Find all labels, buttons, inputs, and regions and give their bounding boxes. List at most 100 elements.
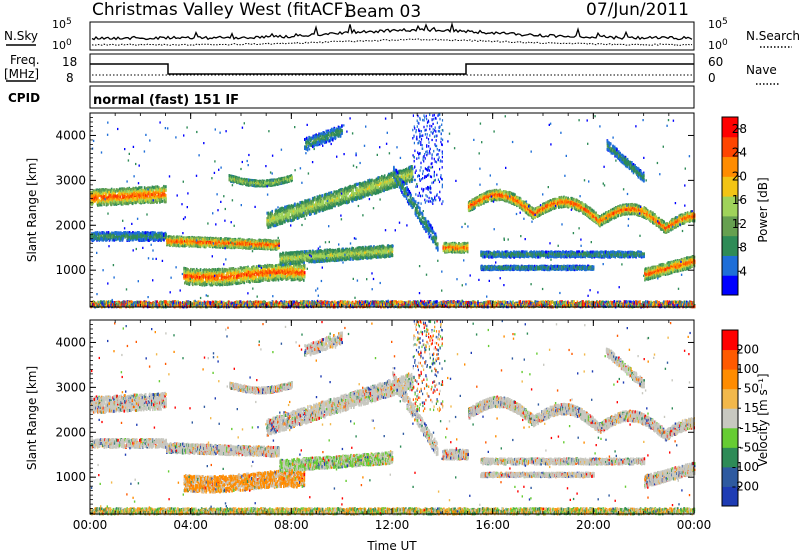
freq-label: Freq. bbox=[10, 53, 40, 67]
echo-cell bbox=[100, 191, 103, 195]
echo-cell bbox=[122, 236, 124, 240]
echo-cell bbox=[112, 191, 115, 195]
echo-cell bbox=[228, 282, 231, 286]
echo-cell bbox=[119, 198, 121, 202]
echo-cell bbox=[146, 194, 148, 198]
echo-cell bbox=[139, 193, 141, 197]
echo-cell bbox=[169, 243, 171, 247]
echo-cell bbox=[96, 188, 98, 192]
echo-cell bbox=[95, 191, 97, 194]
echo-cell bbox=[141, 189, 143, 193]
echo-cell bbox=[273, 264, 275, 268]
echo-cell bbox=[216, 243, 219, 247]
noise-y-top: 105 bbox=[52, 17, 72, 31]
echo-cell bbox=[99, 191, 102, 194]
echo-cell bbox=[113, 202, 115, 205]
echo-cell bbox=[142, 197, 145, 201]
echo-cell bbox=[243, 281, 246, 285]
echo-cell bbox=[117, 231, 119, 235]
echo-cell bbox=[136, 197, 139, 201]
echo-cell bbox=[215, 239, 217, 243]
echo-cell bbox=[232, 267, 235, 271]
echo-cell bbox=[158, 193, 160, 196]
echo-cell bbox=[138, 231, 140, 235]
echo-cell bbox=[157, 234, 160, 238]
echo-cell bbox=[99, 232, 102, 236]
echo-cell bbox=[100, 198, 103, 202]
echo-cell bbox=[196, 237, 199, 241]
power-scatter bbox=[90, 113, 696, 309]
echo-cell bbox=[186, 243, 189, 247]
cpid-frame bbox=[89, 85, 695, 109]
echo-cell bbox=[303, 278, 305, 282]
echo-cell bbox=[107, 233, 110, 237]
echo-cell bbox=[185, 240, 187, 244]
echo-cell bbox=[91, 233, 94, 237]
echo-cell bbox=[127, 235, 129, 239]
echo-cell bbox=[219, 268, 222, 272]
echo-cell bbox=[125, 232, 128, 236]
echo-cell bbox=[108, 199, 110, 203]
echo-cell bbox=[126, 195, 129, 199]
echo-cell bbox=[215, 237, 217, 241]
echo-cell bbox=[93, 237, 96, 241]
echo-cell bbox=[119, 201, 122, 205]
echo-cell bbox=[165, 233, 167, 237]
echo-cell bbox=[107, 237, 110, 240]
echo-cell bbox=[231, 245, 234, 249]
echo-cell bbox=[291, 177, 293, 180]
echo-cell bbox=[156, 235, 158, 239]
echo-cell bbox=[193, 239, 195, 243]
echo-cell bbox=[95, 195, 97, 199]
echo-cell bbox=[164, 194, 167, 198]
echo-cell bbox=[93, 235, 96, 239]
echo-cell bbox=[158, 238, 161, 242]
echo-cell bbox=[106, 238, 108, 242]
echo-cell bbox=[105, 193, 108, 197]
echo-cell bbox=[107, 199, 109, 203]
echo-cell bbox=[122, 188, 124, 192]
echo-cell bbox=[229, 239, 232, 243]
echo-cell bbox=[222, 244, 224, 248]
echo-cell bbox=[143, 186, 146, 190]
echo-cell bbox=[158, 186, 160, 190]
echo-cell bbox=[162, 186, 164, 190]
echo-cell bbox=[137, 234, 140, 238]
nsky-line bbox=[91, 21, 693, 41]
echo-cell bbox=[105, 188, 107, 192]
echo-cell bbox=[120, 237, 122, 241]
echo-cell bbox=[223, 273, 225, 277]
echo-cell bbox=[93, 189, 95, 193]
echo-cell bbox=[155, 185, 157, 189]
echo-cell bbox=[210, 240, 212, 244]
echo-cell bbox=[117, 233, 119, 236]
echo-cell bbox=[158, 232, 161, 236]
echo-cell bbox=[303, 275, 306, 279]
echo-cell bbox=[253, 272, 256, 276]
echo-cell bbox=[150, 237, 153, 241]
freq-tick-top: 18 bbox=[62, 55, 77, 69]
echo-cell bbox=[128, 235, 131, 239]
echo-cell bbox=[130, 188, 132, 192]
cpid-panel: CPID normal (fast) 151 IF bbox=[8, 85, 695, 109]
echo-cell bbox=[188, 236, 191, 239]
echo-cell bbox=[183, 238, 185, 241]
echo-cell bbox=[155, 191, 157, 194]
echo-cell bbox=[97, 196, 99, 200]
echo-cell bbox=[97, 233, 100, 237]
noise-y-top-right: 105 bbox=[708, 17, 728, 31]
nave-tick-bottom: 0 bbox=[708, 71, 716, 85]
echo-cell bbox=[142, 195, 145, 199]
echo-cell bbox=[130, 235, 133, 239]
echo-cell bbox=[131, 189, 134, 193]
nsearch-label: N.Search bbox=[746, 29, 800, 43]
echo-cell bbox=[101, 237, 104, 241]
echo-cell bbox=[160, 188, 163, 192]
echo-cell bbox=[165, 236, 167, 239]
echo-cell bbox=[145, 234, 148, 238]
echo-cell bbox=[101, 231, 104, 235]
echo-cell bbox=[277, 275, 280, 279]
echo-cell bbox=[169, 240, 171, 244]
echo-cell bbox=[125, 234, 128, 238]
